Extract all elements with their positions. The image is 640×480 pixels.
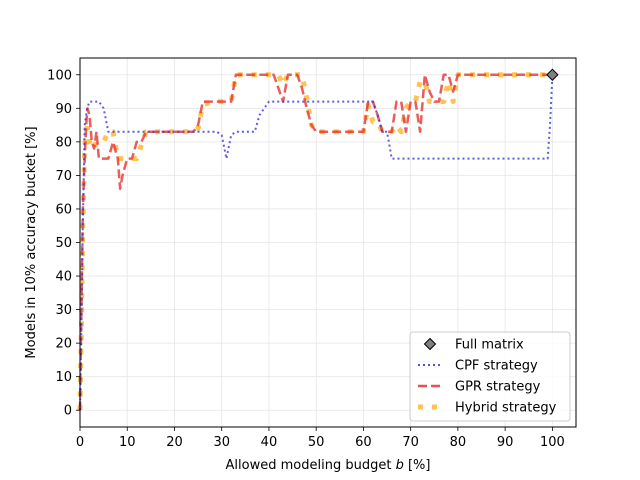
legend-entry-full-matrix: Full matrix [423, 337, 524, 353]
y-tick-label: 0 [64, 404, 72, 419]
x-tick-label: 30 [213, 435, 230, 450]
x-tick-label: 80 [450, 435, 467, 450]
y-tick-label: 60 [55, 202, 72, 217]
ticks: 0 10 20 30 40 50 60 70 80 90 100 0 10 20 30 40 50 60 70 80 9… [47, 68, 565, 450]
y-tick-label: 30 [55, 303, 72, 318]
x-tick-label: 100 [540, 435, 565, 450]
x-axis-label-variable: b [396, 458, 404, 473]
series-line-cpf-strategy [79, 74, 554, 411]
series-line-gpr-strategy [78, 73, 553, 411]
full-matrix-marker [546, 68, 559, 81]
legend-hybrid-label: Hybrid strategy [455, 401, 557, 416]
x-tick-label: 50 [308, 435, 325, 450]
y-tick-label: 90 [55, 102, 72, 117]
y-tick-label: 10 [55, 370, 72, 385]
full-matrix-layer [546, 68, 559, 81]
legend-box [409, 331, 571, 422]
x-axis-label: Allowed modeling budget b [%] [226, 458, 431, 473]
legend-entry-hybrid: Hybrid strategy [418, 401, 557, 416]
y-tick-label: 80 [55, 135, 72, 150]
series-layer [77, 72, 554, 411]
y-tick-label: 70 [55, 169, 72, 184]
x-axis-label-prefix: Allowed modeling budget [226, 458, 396, 473]
legend: Full matrix CPF strategy GPR strategy Hy… [409, 331, 571, 422]
legend-full-matrix-marker [423, 337, 437, 351]
legend-full-matrix-label: Full matrix [455, 338, 524, 353]
y-tick-label: 50 [55, 236, 72, 251]
legend-gpr-label: GPR strategy [455, 380, 541, 395]
x-axis-label-suffix: [%] [404, 458, 431, 473]
x-tick-label: 40 [261, 435, 278, 450]
y-tick-label: 100 [47, 68, 72, 83]
x-tick-label: 0 [76, 435, 84, 450]
legend-cpf-label: CPF strategy [455, 359, 538, 374]
x-tick-label: 10 [119, 435, 136, 450]
series-line-hybrid-strategy [77, 72, 553, 411]
legend-entry-cpf: CPF strategy [418, 359, 538, 374]
y-tick-label: 40 [55, 270, 72, 285]
legend-entry-gpr: GPR strategy [418, 380, 541, 395]
x-tick-label: 60 [355, 435, 372, 450]
y-axis-label: Models in 10% accuracy bucket [%] [24, 126, 39, 358]
x-tick-label: 70 [402, 435, 419, 450]
x-tick-label: 20 [166, 435, 183, 450]
y-tick-label: 20 [55, 337, 72, 352]
x-tick-label: 90 [497, 435, 514, 450]
